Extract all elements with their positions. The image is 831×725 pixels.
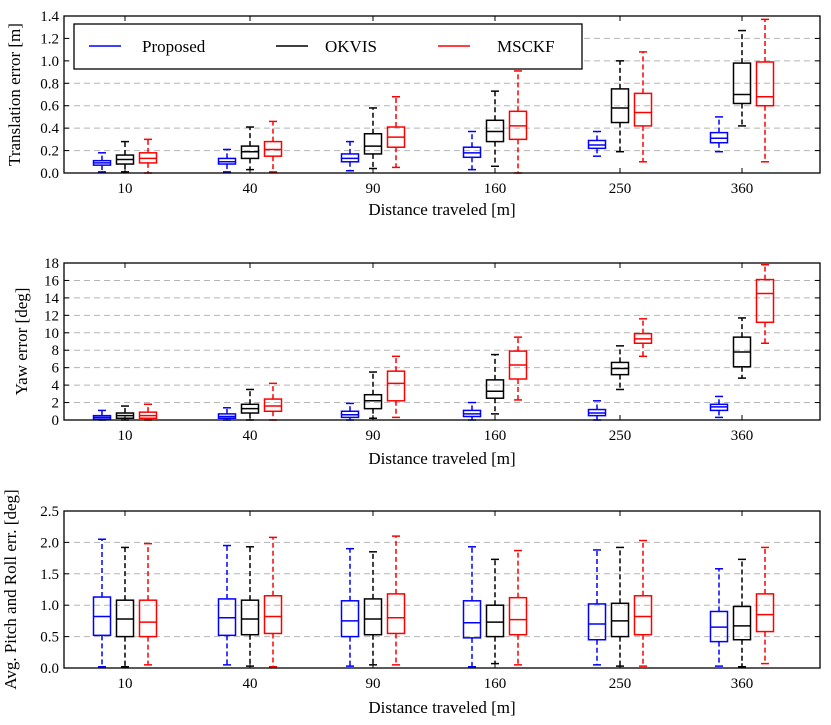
chart2-xtick-label: 160	[484, 676, 507, 692]
chart1-ytick-label: 6	[52, 361, 60, 377]
chart0-ytick-label: 1.2	[40, 31, 59, 47]
chart2-okvis-box	[485, 604, 505, 638]
chart1-ytick-label: 0	[52, 413, 60, 429]
chart2-xtick-label: 40	[243, 676, 258, 692]
chart1-xlabel: Distance traveled [m]	[368, 449, 515, 468]
chart1-okvis-box	[485, 379, 505, 399]
chart0-ytick-label: 0.2	[40, 144, 59, 160]
chart1-ytick-label: 18	[44, 256, 59, 272]
chart2-proposed-box	[462, 600, 482, 639]
legend: Proposed OKVIS MSCKF	[73, 23, 583, 70]
chart2-msckf-box	[508, 596, 528, 636]
chart2-xtick-label: 360	[731, 676, 754, 692]
chart1-msckf-box	[386, 370, 406, 402]
chart0-ytick-label: 1.0	[40, 54, 59, 70]
chart1-frame	[63, 262, 821, 421]
chart1-ytick-label: 16	[44, 273, 60, 289]
chart1-ytick-label: 8	[52, 343, 60, 359]
chart2-okvis-box	[240, 599, 260, 636]
chart1-msckf-box	[263, 398, 283, 413]
chart2-okvis-box	[610, 602, 630, 638]
chart2-msckf-box	[138, 599, 158, 638]
chart0-ytick-label: 0.8	[40, 76, 59, 92]
chart1-ytick-label: 14	[44, 291, 60, 307]
chart2-msckf-box	[755, 593, 775, 633]
chart2-msckf-box	[633, 595, 653, 636]
translation-error-chart: 0.0 0.2 0.4 0.6 0.8 1.0 1.2 1.4 10 40 90 160 250 360 D…	[5, 9, 821, 219]
chart0-okvis-box	[363, 133, 383, 155]
chart1-xtick-label: 40	[243, 428, 258, 444]
chart2-proposed-box	[587, 603, 607, 641]
chart1-ytick-label: 2	[52, 396, 60, 412]
chart2-ytick-label: 1.0	[40, 598, 59, 614]
chart2-ytick-label: 1.5	[40, 567, 59, 583]
chart0-okvis-box	[732, 62, 752, 105]
chart0-ylabel: Translation error [m]	[5, 23, 24, 166]
chart0-okvis-box	[610, 88, 630, 124]
chart2-xtick-label: 250	[609, 676, 632, 692]
chart1-xtick-label: 10	[118, 428, 133, 444]
chart0-frame	[63, 15, 821, 174]
chart0-msckf-box	[755, 61, 775, 107]
pitch-roll-error-chart: 0.0 0.5 1.0 1.5 2.0 2.5 10 40 90 160 250 360 Distanc…	[1, 489, 821, 717]
chart1-okvis-box	[363, 393, 383, 410]
chart0-ytick-label: 0.4	[40, 121, 59, 137]
chart2-proposed-box	[340, 600, 360, 638]
chart0-xtick-label: 90	[366, 181, 381, 197]
legend-label-proposed: Proposed	[142, 37, 206, 56]
chart1-ytick-label: 10	[44, 326, 59, 342]
chart1-xtick-label: 160	[484, 428, 507, 444]
legend-label-msckf: MSCKF	[497, 37, 555, 56]
legend-label-okvis: OKVIS	[325, 37, 377, 56]
chart2-xtick-label: 10	[118, 676, 133, 692]
chart0-xtick-label: 160	[484, 181, 507, 197]
chart0-msckf-box	[633, 92, 653, 127]
chart1-xtick-label: 90	[366, 428, 381, 444]
chart2-ytick-label: 2.5	[40, 504, 59, 520]
chart2-ytick-label: 0.0	[40, 661, 59, 677]
chart0-xtick-label: 40	[243, 181, 258, 197]
chart2-okvis-box	[732, 605, 752, 641]
chart2-xlabel: Distance traveled [m]	[368, 698, 515, 717]
chart0-ytick-label: 1.4	[40, 9, 59, 25]
chart1-ylabel: Yaw error [deg]	[12, 288, 31, 396]
chart2-msckf-box	[263, 595, 283, 635]
chart1-ytick-label: 4	[52, 378, 60, 394]
chart1-xtick-label: 360	[731, 428, 754, 444]
chart0-xtick-label: 250	[609, 181, 632, 197]
chart0-xtick-label: 360	[731, 181, 754, 197]
chart0-ytick-label: 0.6	[40, 99, 59, 115]
chart0-xlabel: Distance traveled [m]	[368, 200, 515, 219]
chart1-ytick-label: 12	[44, 308, 59, 324]
chart2-xtick-label: 90	[366, 676, 381, 692]
chart0-ytick-label: 0.0	[40, 166, 59, 182]
chart1-xtick-label: 250	[609, 428, 632, 444]
chart2-ylabel: Avg. Pitch and Roll err. [deg]	[1, 489, 20, 689]
legend-frame	[73, 23, 583, 70]
chart2-ytick-label: 0.5	[40, 630, 59, 646]
chart2-okvis-box	[363, 598, 383, 636]
chart0-xtick-label: 10	[118, 181, 133, 197]
chart1-msckf-box	[755, 278, 775, 324]
chart2-frame	[63, 510, 821, 669]
chart2-msckf-box	[386, 593, 406, 635]
chart2-ytick-label: 2.0	[40, 535, 59, 551]
